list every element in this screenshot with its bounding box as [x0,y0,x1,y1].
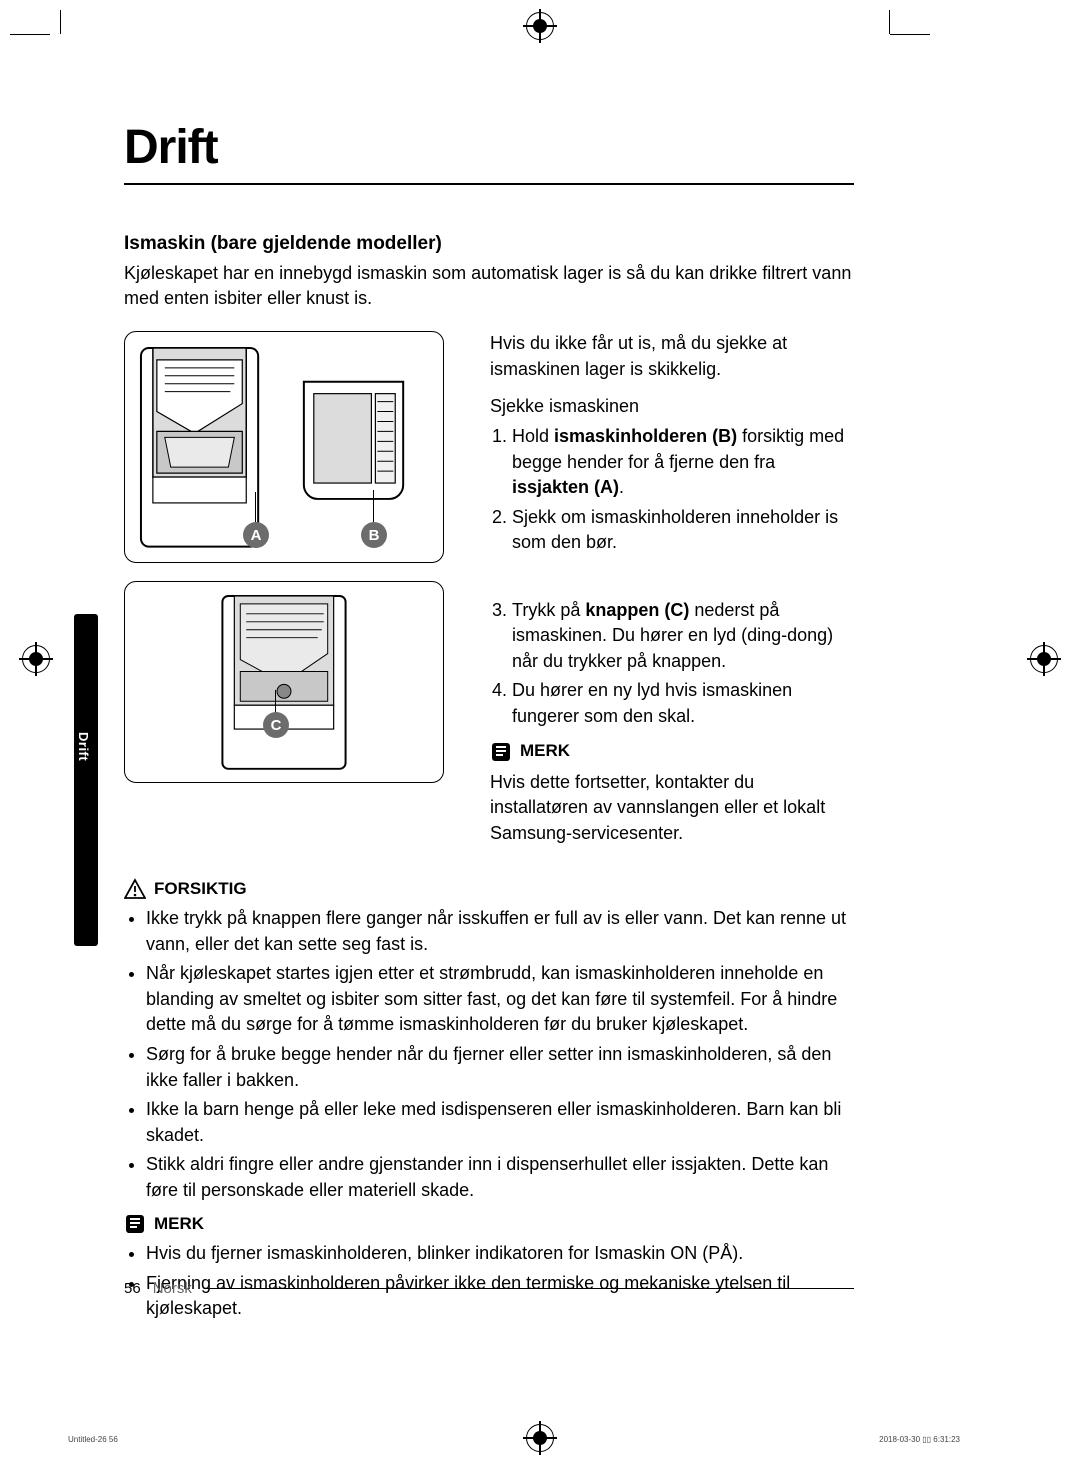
merk2-label-row: MERK [124,1213,854,1235]
leader-line [255,492,256,522]
page-footer: 56 Norsk [124,1280,854,1297]
forsiktig-label: FORSIKTIG [154,879,247,899]
step-3: Trykk på knappen (C) nederst på ismaskin… [512,598,854,675]
registration-mark-icon [1030,645,1058,673]
merk2-label: MERK [154,1214,204,1234]
section-tab-label: Drift [76,732,91,761]
page-content: Drift Ismaskin (bare gjeldende modeller)… [124,120,854,1326]
merk-label: MERK [520,739,570,763]
section-tab [74,614,98,946]
registration-mark-icon [526,12,554,40]
step-2: Sjekk om ismaskinholderen inneholder is … [512,505,854,556]
forsiktig-item: Ikke trykk på knappen flere ganger når i… [146,906,854,957]
leader-line [275,690,276,714]
check-heading: Sjekke ismaskinen [490,394,854,420]
footer-language: Norsk [153,1280,192,1297]
registration-mark-icon [22,645,50,673]
forsiktig-label-row: FORSIKTIG [124,878,854,900]
crop-mark [890,34,930,35]
crop-mark [10,34,50,35]
registration-mark-icon [526,1424,554,1452]
note-icon [490,741,512,763]
crop-mark [60,10,61,34]
print-meta-right: 2018-03-30 ▯▯ 6:31:23 [879,1435,960,1444]
forsiktig-item: Når kjøleskapet startes igjen etter et s… [146,961,854,1038]
subheading: Ismaskin (bare gjeldende modeller) [124,233,854,255]
figure-ismaskin-ab: A B [124,331,444,563]
steps-list-b: Trykk på knappen (C) nederst på ismaskin… [490,598,854,730]
merk-label-row: MERK [490,739,854,763]
crop-mark [889,10,890,34]
forsiktig-item: Sørg for å bruke begge hender når du fje… [146,1042,854,1093]
page-title: Drift [124,120,854,175]
ismaskin-diagram-icon [135,342,433,553]
note-icon [124,1213,146,1235]
print-meta-left: Untitled-26 56 [68,1435,118,1444]
forsiktig-item: Stikk aldri fingre eller andre gjenstand… [146,1152,854,1203]
leader-line [373,490,374,522]
merk2-item: Hvis du fjerner ismaskinholderen, blinke… [146,1241,854,1267]
forsiktig-item: Ikke la barn henge på eller leke med isd… [146,1097,854,1148]
page-number: 56 [124,1280,141,1297]
forsiktig-list: Ikke trykk på knappen flere ganger når i… [124,906,854,1203]
intro-text: Kjøleskapet har en innebygd ismaskin som… [124,261,854,311]
ismaskin-button-diagram-icon [135,592,433,773]
caution-icon [124,878,146,900]
steps-list-a: Hold ismaskinholderen (B) forsiktig med … [490,424,854,556]
footer-rule [204,1288,854,1289]
step-4: Du hører en ny lyd hvis ismaskinen funge… [512,678,854,729]
step-1: Hold ismaskinholderen (B) forsiktig med … [512,424,854,501]
horizontal-rule [124,183,854,185]
figure-ismaskin-c: C [124,581,444,783]
right-intro: Hvis du ikke får ut is, må du sjekke at … [490,331,854,382]
merk-text: Hvis dette fortsetter, kontakter du inst… [490,770,854,847]
